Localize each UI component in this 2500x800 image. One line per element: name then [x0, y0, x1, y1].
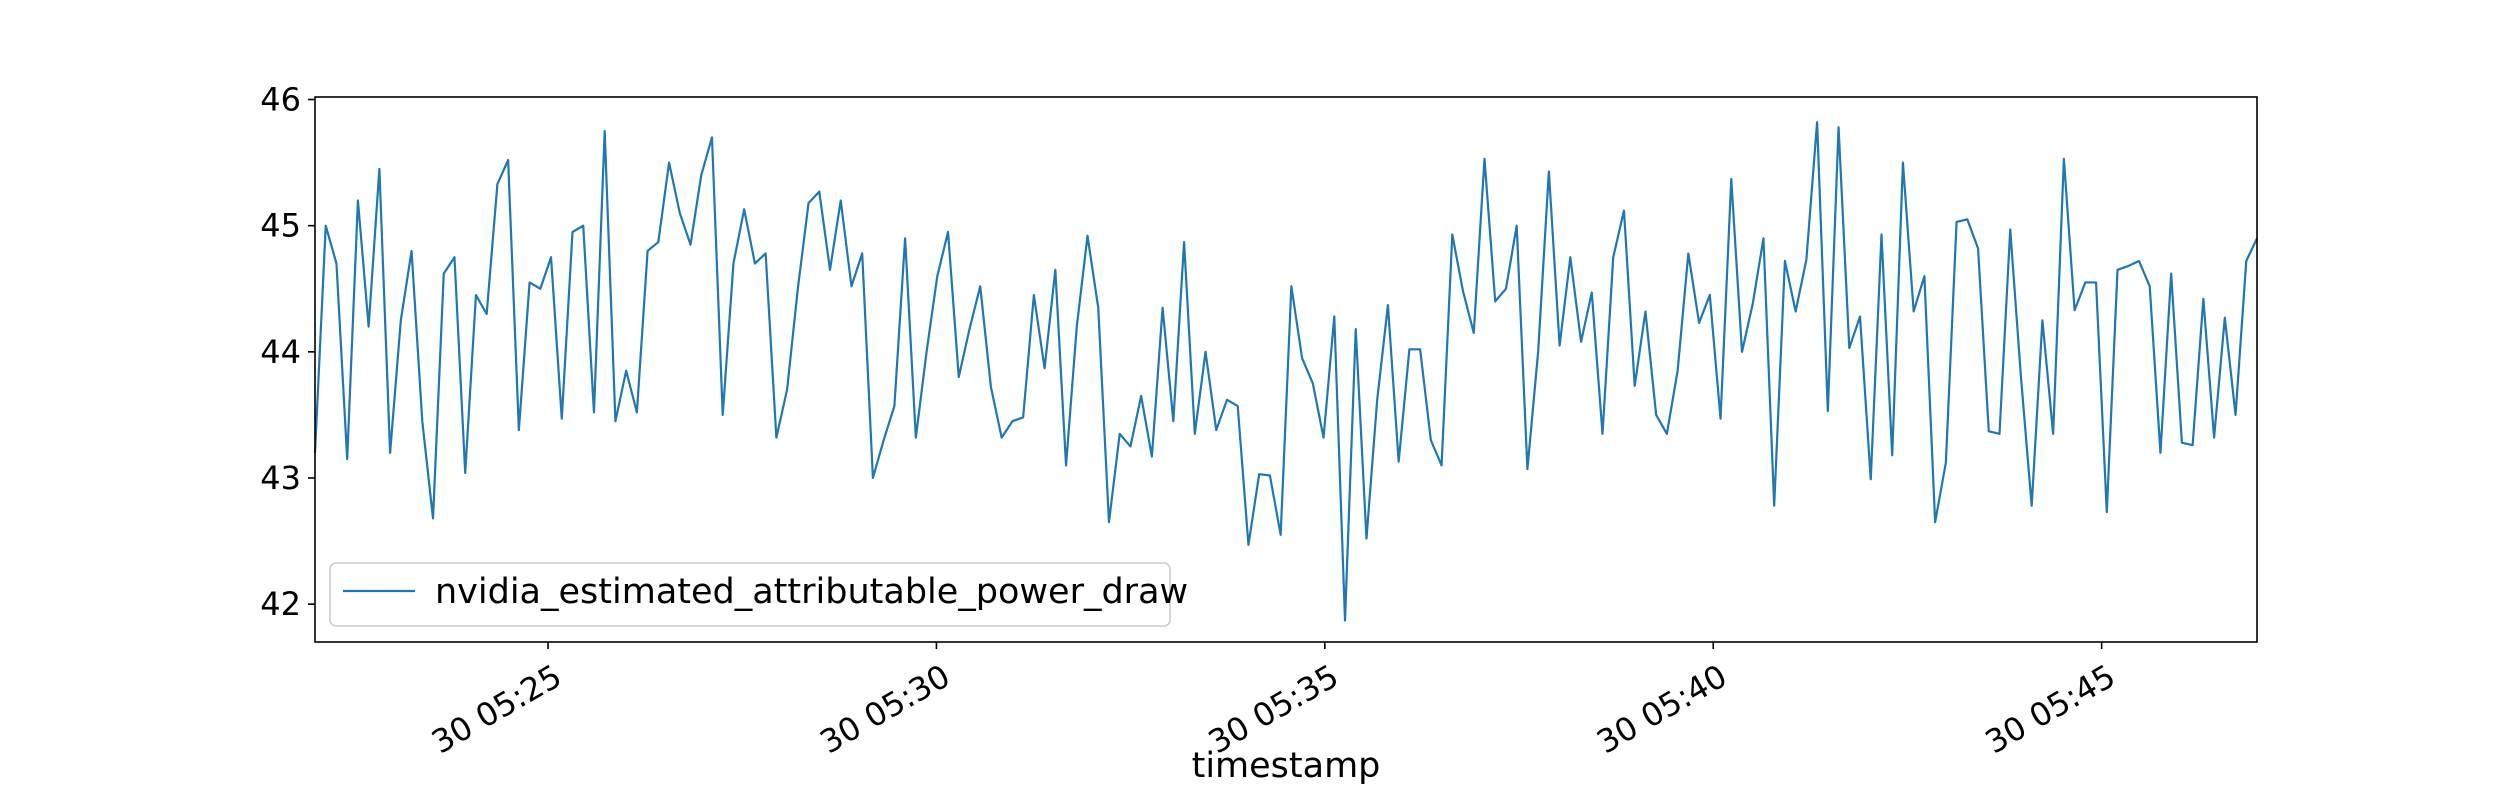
x-axis: 30 05:25 30 05:30 30 05:35 30 05:40 30 05:45 — [425, 642, 2122, 761]
y-tick-label: 45 — [260, 207, 301, 245]
plot-frame — [314, 96, 2258, 643]
x-axis-title: timestamp — [1192, 746, 1381, 786]
y-tick-label: 44 — [260, 333, 301, 371]
y-tick-label: 42 — [260, 585, 301, 623]
y-axis: 42 43 44 45 46 — [260, 81, 315, 623]
series-line-0 — [313, 121, 2258, 622]
legend: nvidia_estimated_attributable_power_draw — [329, 562, 1188, 627]
x-tick-label: 30 05:45 — [1979, 657, 2122, 761]
legend-label: nvidia_estimated_attributable_power_draw — [435, 572, 1188, 612]
y-tick-label: 43 — [260, 459, 301, 497]
series-layer — [313, 121, 2258, 622]
y-tick-label: 46 — [260, 81, 301, 119]
x-tick-label: 30 05:30 — [814, 657, 957, 761]
x-tick-label: 30 05:25 — [425, 657, 568, 761]
x-tick-label: 30 05:40 — [1590, 657, 1733, 761]
legend-box — [329, 562, 1171, 627]
